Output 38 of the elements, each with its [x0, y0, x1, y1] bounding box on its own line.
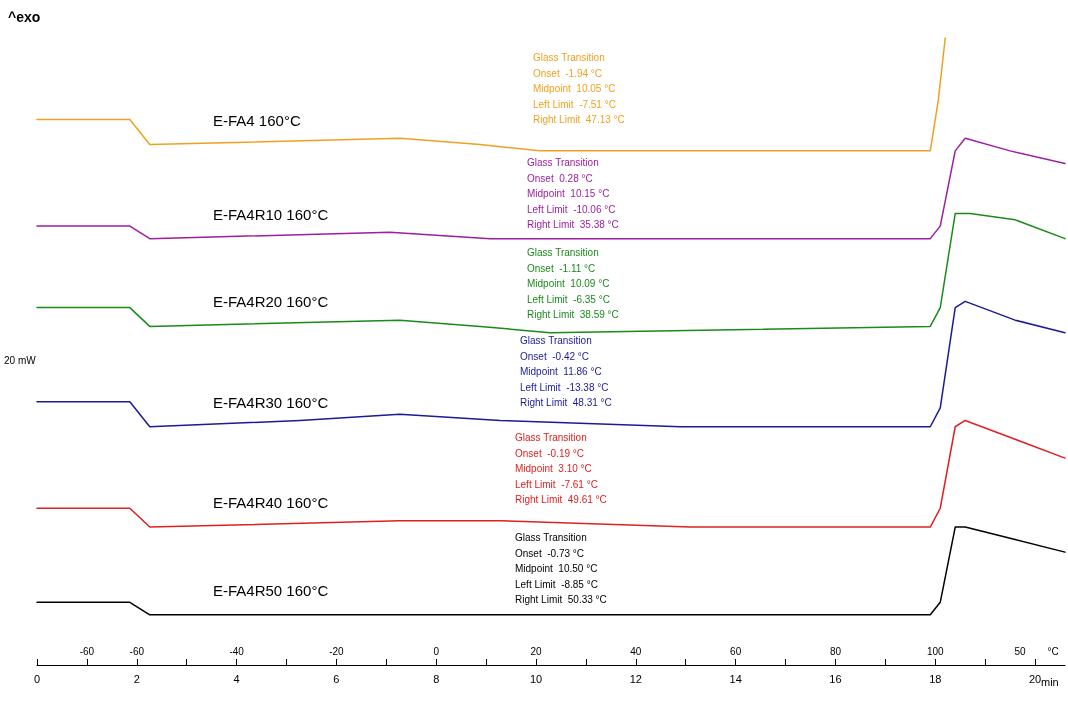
annotation: -20 [329, 645, 345, 657]
annotation: -60 [79, 645, 95, 657]
annotation: 20 [530, 645, 543, 657]
annotation: Glass Transition Onset -1.11 °C Midpoint 10.09 °C Left Limit -6.35 °C Right Limit 38.59 °C [527, 247, 619, 321]
annotation: 80 [829, 645, 842, 657]
series-label: E-FA4R30 160°C [213, 393, 329, 411]
x-tick-label: 12 [629, 672, 642, 685]
x-tick-label: 16 [829, 672, 842, 685]
series-label: E-FA4R50 160°C [213, 581, 329, 599]
annotation: -60 [129, 645, 145, 657]
annotation: Glass Transition Onset 0.28 °C Midpoint 10.15 °C Left Limit -10.06 °C Right Limit 35.38 °C [527, 157, 619, 231]
annotation: 60 [730, 645, 742, 657]
x-tick-label: 4 [233, 672, 240, 685]
series-label: E-FA4R20 160°C [213, 293, 329, 311]
x-tick-label: 14 [729, 672, 742, 685]
annotation: -40 [229, 645, 245, 657]
annotation: 0 [433, 645, 440, 657]
series-label: E-FA4R10 160°C [213, 205, 329, 223]
x-tick-label: 6 [333, 672, 340, 685]
annotation: 100 [926, 645, 945, 657]
annotation: Glass Transition Onset -0.19 °C Midpoint 3.10 °C Left Limit -7.61 °C Right Limit 49.61 °C [515, 432, 607, 506]
annotation: Glass Transition Onset -0.42 °C Midpoint 11.86 °C Left Limit -13.38 °C Right Limit 48.31 °C [520, 335, 612, 409]
x-tick-label: 8 [433, 672, 440, 685]
annotation: °C [1047, 645, 1059, 657]
x-tick-label: 2 [133, 672, 140, 685]
series-label: E-FA4R40 160°C [213, 494, 329, 512]
x-tick-label: 10 [529, 672, 543, 685]
series-label: E-FA4 160°C [213, 111, 301, 129]
annotation: Glass Transition Onset -0.73 °C Midpoint 10.50 °C Left Limit -8.85 °C Right Limit 50.33 °C [515, 532, 607, 606]
text: ^exo [8, 9, 41, 25]
x-tick-label: 18 [929, 672, 942, 685]
annotation: Glass Transition Onset -1.94 °C Midpoint 10.05 °C Left Limit -7.51 °C Right Limit 47.13 °C [533, 52, 625, 126]
x-axis-title: min [1041, 675, 1059, 688]
annotation: 50 [1014, 645, 1027, 657]
text: 20 mW [4, 354, 37, 366]
annotation: 40 [630, 645, 642, 657]
x-tick-label: 0 [33, 672, 41, 685]
x-tick-label: 20 [1028, 672, 1042, 685]
